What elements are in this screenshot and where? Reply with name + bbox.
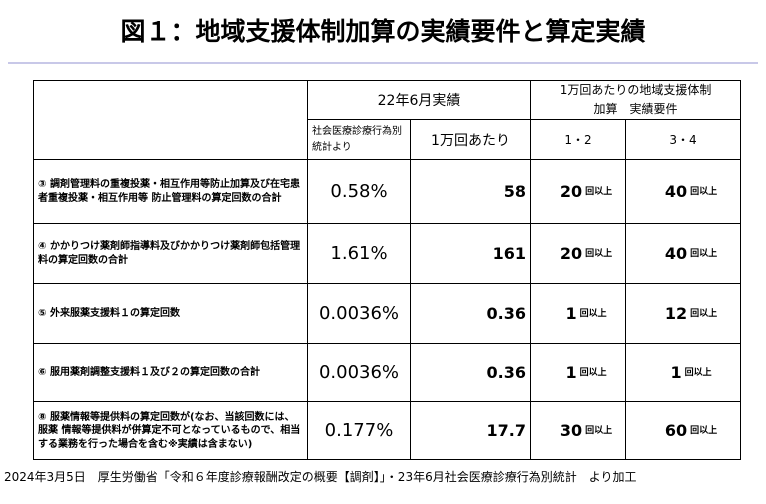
source-header: 社会医療診療行為別統計より [307,119,411,161]
requirement-value: 1 [670,363,682,383]
row-label: ③ 調剤管理料の重複投薬・相互作用等防止加算及び在宅患者重複投薬・相互作用等 防… [33,159,308,225]
requirement-unit: 回以上 [690,248,718,259]
subheader-row: 社会医療診療行為別統計より 1万回あたり 1・2 3・4 [34,119,742,161]
requirement-unit: 回以上 [579,367,607,378]
rate-cell: 0.177% [307,401,411,461]
corner-cell [33,79,308,161]
rate-cell: 0.58% [307,159,411,225]
row-label: ⑤ 外来服薬支援料１の算定回数 [33,283,308,345]
requirement-unit: 回以上 [585,186,613,197]
requirement-cell: 12 回以上 [625,283,742,345]
requirement-cell: 20 回以上 [530,223,627,285]
data-row: ⑥ 服用薬剤調整支援料１及び２の算定回数の合計 0.0036% 0.36 1 回以上 1 回… [33,343,742,403]
rate-cell: 0.0036% [307,343,411,403]
requirement-value: 20 [559,244,583,264]
data-row: ⑧ 服薬情報等提供料の算定回数が(なお、当該回数には、服薬 情報等提供料が併算定… [33,401,742,461]
requirement-value: 60 [664,421,688,441]
data-row: ⑤ 外来服薬支援料１の算定回数 0.0036% 0.36 1 回以上 12 回以上 [33,283,742,345]
rate-cell: 0.0036% [307,283,411,345]
row-label: ④ かかりつけ薬剤師指導料及びかかりつけ薬剤師包括管理料の算定回数の合計 [33,223,308,285]
header-row: 22年6月実績 1万回あたりの地域支援体制 加算 実績要件 [33,79,742,161]
requirement-unit: 回以上 [585,425,613,436]
requirement-cell: 30 回以上 [530,401,627,461]
table-body: 22年6月実績 1万回あたりの地域支援体制 加算 実績要件 社会医療診療行為別統… [33,79,742,461]
per10k-cell: 161 [409,223,532,285]
row-label: ⑧ 服薬情報等提供料の算定回数が(なお、当該回数には、服薬 情報等提供料が併算定… [33,401,308,461]
requirement-value: 1 [565,363,577,383]
per10k-cell: 58 [409,159,532,225]
requirement-cell: 60 回以上 [625,401,742,461]
table: 22年6月実績 1万回あたりの地域支援体制 加算 実績要件 社会医療診療行為別統… [33,79,742,461]
per10k-cell: 0.36 [409,283,532,345]
per10k-cell: 17.7 [409,401,532,461]
requirement-cell: 40 回以上 [625,223,742,285]
requirement-cell: 1 回以上 [625,343,742,403]
requirement-value: 20 [559,182,583,202]
requirement-unit: 回以上 [684,367,712,378]
req-col-header: 3・4 [625,119,742,161]
requirement-value: 1 [565,304,577,324]
requirement-value: 12 [664,304,688,324]
data-row: ③ 調剤管理料の重複投薬・相互作用等防止加算及び在宅患者重複投薬・相互作用等 防… [33,159,742,225]
requirement-unit: 回以上 [690,425,718,436]
requirement-header: 1万回あたりの地域支援体制 加算 実績要件 [530,79,742,121]
period-header: 22年6月実績 [306,79,532,121]
requirement-cell: 1 回以上 [530,343,627,403]
title: 図１：地域支援体制加算の実績要件と算定実績 [120,17,646,46]
requirement-unit: 回以上 [579,308,607,319]
requirement-value: 40 [664,244,688,264]
rate-cell: 1.61% [307,223,411,285]
per10k-header: 1万回あたり [409,119,532,161]
req-col-header: 1・2 [530,119,627,161]
requirement-value: 30 [559,421,583,441]
requirement-value: 40 [664,182,688,202]
requirement-unit: 回以上 [690,186,718,197]
requirement-cell: 20 回以上 [530,159,627,225]
per10k-cell: 0.36 [409,343,532,403]
requirement-cell: 1 回以上 [530,283,627,345]
footer: 2024年3月5日 厚生労働省「令和６年度診療報酬改定の概要【調剤】」・23年6… [4,470,637,484]
row-label: ⑥ 服用薬剤調整支援料１及び２の算定回数の合計 [33,343,308,403]
title-rule [8,62,758,64]
requirement-unit: 回以上 [585,248,613,259]
data-row: ④ かかりつけ薬剤師指導料及びかかりつけ薬剤師包括管理料の算定回数の合計 1.61… [33,223,742,285]
requirement-unit: 回以上 [690,308,718,319]
requirement-cell: 40 回以上 [625,159,742,225]
